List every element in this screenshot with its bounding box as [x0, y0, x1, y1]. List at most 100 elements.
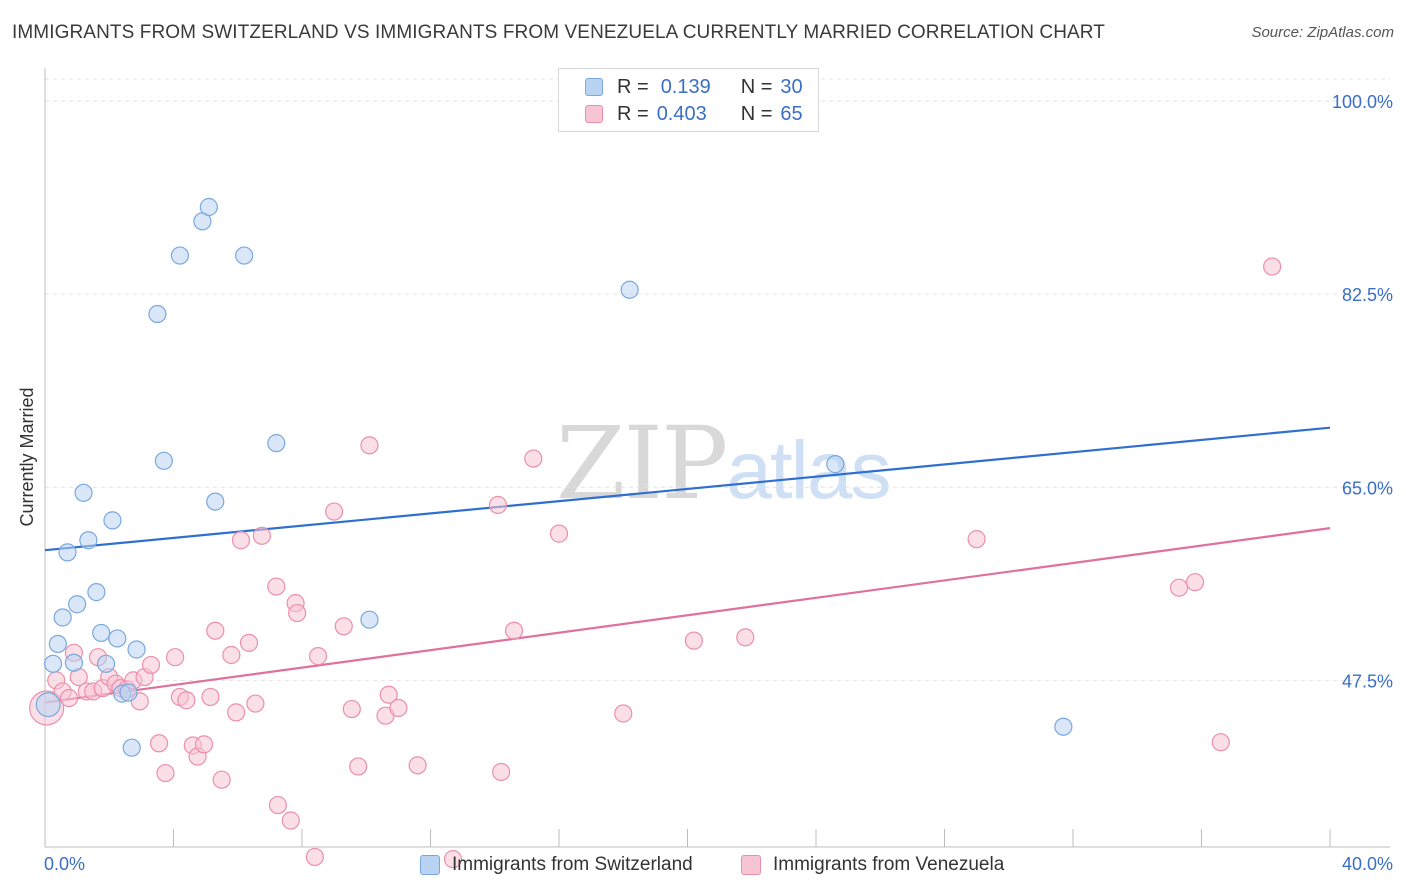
- point-venezuela: [231, 531, 251, 550]
- point-switzerland: [206, 492, 225, 511]
- y-tick-label: 65.0%: [1342, 478, 1393, 498]
- y-tick-label: 82.5%: [1342, 285, 1393, 305]
- point-venezuela: [1211, 733, 1230, 752]
- point-switzerland: [79, 531, 98, 550]
- point-venezuela: [967, 530, 986, 549]
- grid-layer: [45, 78, 1390, 681]
- point-venezuela: [156, 763, 175, 783]
- point-venezuela: [194, 735, 214, 754]
- point-venezuela: [1169, 578, 1189, 597]
- point-venezuela: [389, 698, 408, 718]
- point-switzerland: [119, 683, 138, 702]
- point-switzerland: [127, 640, 146, 659]
- x-tick-label: 0.0%: [44, 854, 85, 874]
- point-venezuela: [325, 502, 344, 521]
- source-label: Source: ZipAtlas.com: [1251, 24, 1394, 41]
- point-venezuela: [614, 704, 633, 723]
- point-venezuela: [349, 757, 368, 776]
- point-venezuela: [149, 734, 169, 753]
- point-venezuela: [246, 694, 265, 713]
- point-venezuela: [524, 449, 543, 468]
- point-switzerland: [1054, 717, 1073, 736]
- legend-n-label: N =: [740, 102, 773, 125]
- point-venezuela: [177, 691, 196, 710]
- legend-n-value-venezuela: 65: [780, 102, 803, 125]
- legend-n-value-switzerland: 30: [780, 75, 803, 98]
- point-venezuela: [141, 655, 161, 675]
- point-venezuela: [488, 495, 508, 515]
- point-switzerland: [267, 434, 286, 453]
- point-venezuela: [201, 687, 220, 707]
- y-tick-label: 47.5%: [1342, 671, 1393, 691]
- point-switzerland: [235, 246, 254, 265]
- point-venezuela: [166, 648, 185, 667]
- point-switzerland: [64, 653, 84, 672]
- point-switzerland: [96, 654, 116, 673]
- legend-r-value-venezuela: 0.403: [656, 102, 707, 125]
- point-layer: [29, 197, 1282, 869]
- point-switzerland: [199, 197, 218, 217]
- point-venezuela: [334, 617, 353, 636]
- chart-title: IMMIGRANTS FROM SWITZERLAND VS IMMIGRANT…: [12, 22, 1105, 43]
- point-venezuela: [305, 847, 324, 867]
- point-venezuela: [504, 621, 524, 640]
- point-venezuela: [549, 524, 569, 543]
- point-venezuela: [736, 628, 755, 647]
- legend-swatch-switzerland: [585, 78, 603, 96]
- point-switzerland: [35, 692, 61, 718]
- point-venezuela: [288, 603, 307, 623]
- bottom-legend-swatch-switzerland: [420, 855, 440, 875]
- point-venezuela: [684, 631, 704, 650]
- point-venezuela: [239, 633, 259, 652]
- bottom-legend-label-switzerland: Immigrants from Switzerland: [452, 854, 693, 875]
- point-venezuela: [252, 526, 271, 545]
- bottom-legend-venezuela: Immigrants from Venezuela: [741, 852, 1004, 878]
- point-switzerland: [170, 246, 190, 265]
- point-venezuela: [443, 850, 463, 869]
- point-venezuela: [379, 685, 398, 704]
- point-switzerland: [92, 623, 111, 643]
- point-switzerland: [103, 511, 122, 530]
- legend-swatch-venezuela: [585, 105, 603, 123]
- point-switzerland: [360, 610, 379, 629]
- y-axis-title: Currently Married: [17, 387, 37, 526]
- point-venezuela: [206, 621, 225, 640]
- point-venezuela: [308, 647, 328, 666]
- point-venezuela: [492, 762, 511, 782]
- y-tick-label: 100.0%: [1332, 92, 1393, 112]
- point-switzerland: [154, 451, 173, 470]
- point-switzerland: [74, 483, 93, 502]
- point-switzerland: [148, 304, 167, 324]
- point-switzerland: [68, 595, 87, 614]
- point-venezuela: [267, 577, 286, 596]
- legend-r-value-switzerland: 0.139: [660, 75, 711, 98]
- point-switzerland: [122, 738, 141, 757]
- point-venezuela: [1263, 257, 1282, 276]
- bottom-legend-swatch-venezuela: [741, 855, 761, 875]
- legend-row-venezuela: R = 0.403 N = 65: [585, 101, 803, 127]
- point-venezuela: [222, 645, 241, 665]
- legend-n-label: N =: [740, 75, 773, 98]
- point-switzerland: [53, 608, 72, 627]
- legend-r-label: R =: [617, 102, 649, 125]
- point-venezuela: [1185, 573, 1205, 592]
- legend-r-label: R =: [617, 75, 649, 98]
- point-switzerland: [620, 280, 639, 299]
- label-layer: 47.5% 65.0% 82.5% 100.0% 0.0% 40.0% Currently …: [17, 92, 1393, 874]
- point-venezuela: [360, 436, 379, 455]
- point-switzerland: [58, 543, 77, 562]
- point-switzerland: [87, 583, 106, 602]
- point-switzerland: [48, 634, 67, 654]
- x-tick-label: 40.0%: [1342, 854, 1393, 874]
- point-switzerland: [108, 629, 127, 648]
- point-venezuela: [408, 756, 427, 775]
- correlation-legend: R = 0.139 N = 30 R = 0.403 N = 65: [558, 68, 819, 132]
- legend-row-switzerland: R = 0.139 N = 30: [585, 74, 803, 100]
- point-venezuela: [342, 699, 361, 719]
- bottom-legend-label-venezuela: Immigrants from Venezuela: [773, 854, 1005, 875]
- point-switzerland: [43, 654, 63, 673]
- point-venezuela: [59, 688, 79, 708]
- point-switzerland: [826, 455, 845, 474]
- axis-layer: [44, 68, 1390, 848]
